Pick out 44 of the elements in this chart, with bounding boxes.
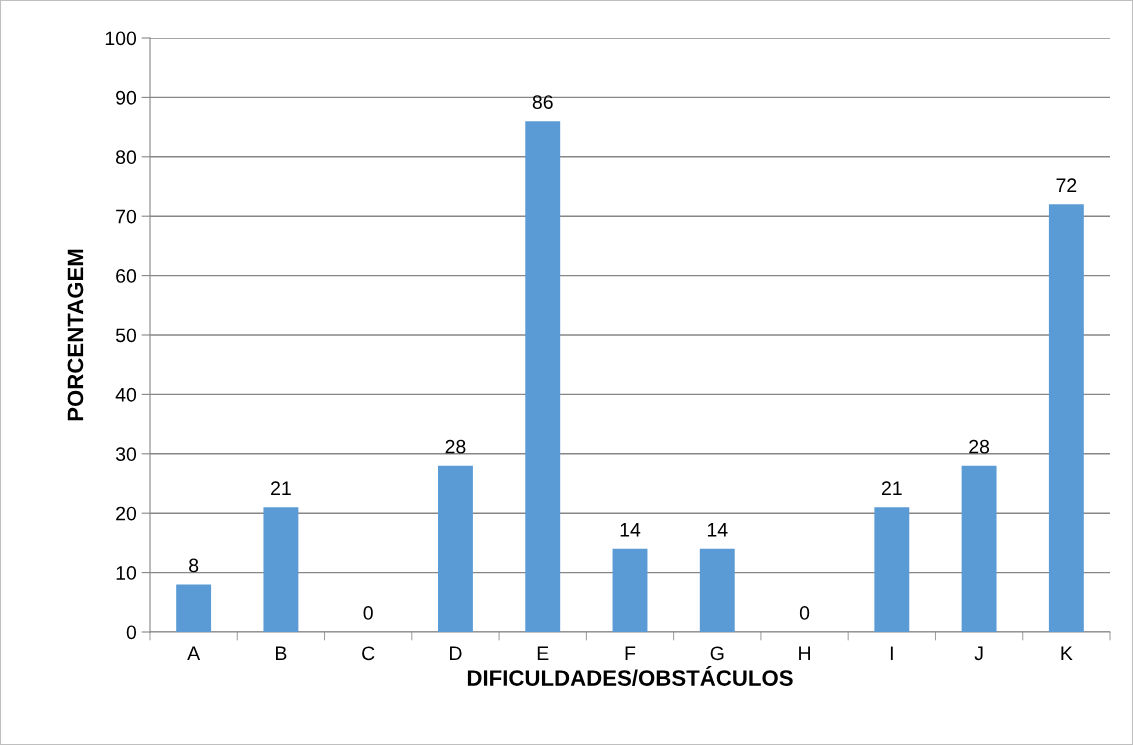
data-label: 14 [707, 523, 728, 537]
x-tick-label: J [974, 646, 983, 661]
data-label: 21 [881, 481, 902, 495]
y-tick-label: 40 [115, 387, 137, 402]
y-tick-label: 70 [116, 209, 137, 224]
bar [961, 465, 997, 632]
y-tick-label: 100 [105, 31, 137, 46]
x-tick-label: D [450, 646, 462, 660]
y-tick-label: 80 [116, 150, 137, 165]
y-tick-label: 50 [115, 328, 137, 343]
y-axis-title: PORCENTAGEM [67, 249, 84, 421]
bar [612, 548, 648, 632]
y-tick-label: 0 [126, 625, 137, 640]
data-label: 72 [1056, 178, 1077, 192]
bar [263, 507, 299, 632]
data-label: 8 [189, 558, 199, 573]
x-tick-label: I [890, 646, 893, 660]
data-label: 0 [363, 606, 373, 620]
bar [525, 121, 561, 632]
x-tick-label: G [710, 646, 724, 661]
data-label: 14 [620, 523, 641, 537]
bar [874, 507, 910, 632]
bar [438, 465, 473, 632]
y-tick-label: 10 [116, 566, 137, 580]
data-label: 28 [969, 439, 990, 454]
bar [699, 548, 735, 632]
y-tick-label: 90 [116, 90, 137, 105]
data-label: 28 [445, 439, 466, 454]
y-tick-label: 20 [116, 506, 137, 521]
data-label: 0 [799, 606, 810, 620]
data-label: 21 [271, 481, 291, 495]
x-tick-label: H [799, 646, 810, 660]
x-tick-label: B [276, 646, 287, 660]
x-tick-label: F [625, 646, 636, 660]
y-tick-label: 30 [115, 447, 137, 462]
x-tick-label: A [187, 646, 201, 660]
bar [1048, 204, 1084, 632]
data-label: 86 [532, 95, 553, 109]
bar [176, 584, 212, 632]
x-tick-label: E [537, 646, 549, 660]
y-tick-label: 60 [116, 269, 137, 283]
x-tick-label: C [362, 646, 375, 661]
x-tick-label: K [1061, 646, 1073, 660]
x-axis-title: DIFICULDADES/OBSTÁCULOS [467, 665, 793, 687]
